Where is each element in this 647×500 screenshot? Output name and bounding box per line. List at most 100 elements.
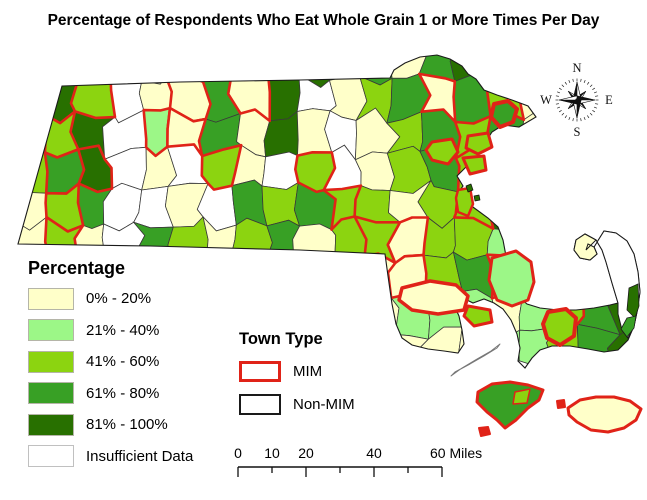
town-polygon [229, 55, 270, 81]
town-polygon [484, 55, 522, 82]
town-type-label: MIM [293, 362, 323, 380]
town-polygon [199, 55, 240, 83]
town-type-legend: Town Type MIM Non-MIM [239, 330, 355, 425]
compass-tick [586, 115, 590, 119]
legend-color-swatch [28, 287, 74, 310]
compass-tick [592, 109, 596, 113]
town-type-legend-heading: Town Type [239, 330, 323, 348]
provincetown-curl [573, 233, 598, 261]
harbor-island-2 [473, 194, 481, 202]
town-polygon [77, 55, 116, 82]
legend-class-label: 21% - 40% [86, 321, 160, 339]
compass-tick [580, 118, 582, 122]
town-polygon [607, 74, 640, 117]
percentage-legend-rows: 0% - 20% 21% - 40% 41% - 60% 61% - 80% 81% -… [28, 287, 193, 468]
legend-class-label: Insufficient Data [86, 447, 194, 465]
compass-tick [568, 80, 571, 84]
lynn-mim-blob [464, 131, 494, 156]
scale-label: 40 [366, 445, 382, 461]
legend-class-row: Insufficient Data [28, 445, 193, 468]
non-mim-swatch [239, 393, 281, 415]
se-coast-mim-bit [462, 304, 494, 328]
plymouth-mim-town [487, 249, 536, 308]
tuckernuck-red-dot [556, 399, 566, 409]
legend-class-label: 41% - 60% [86, 353, 160, 371]
scale-bar: 0 10 20 40 60 Miles [234, 445, 482, 477]
town-polygon [261, 55, 306, 80]
compass-tick [593, 91, 597, 94]
harbor-island-1 [465, 183, 474, 193]
town-polygon [138, 75, 173, 111]
town-type-legend-rows: MIM Non-MIM [239, 359, 355, 416]
town-polygon [516, 216, 557, 255]
town-type-row: MIM [239, 359, 355, 383]
legend-class-row: 0% - 20% [28, 287, 193, 310]
scale-label: 60 Miles [430, 445, 482, 461]
chatham-town [620, 315, 637, 338]
legend-color-swatch [28, 445, 74, 468]
town-polygon [292, 223, 337, 261]
town-polygon [576, 179, 620, 230]
town-polygon [329, 55, 361, 81]
legend-class-row: 81% - 100% [28, 413, 193, 436]
outer-cape-town [626, 283, 640, 319]
legend-class-label: 0% - 20% [86, 290, 152, 307]
mashpee-mim-blob [541, 307, 578, 347]
cambridge-mim-cluster [424, 137, 460, 166]
nantucket [566, 395, 643, 434]
town-polygon [266, 254, 302, 305]
compass-label-south: S [574, 125, 581, 139]
percentage-legend: Percentage 0% - 20% 21% - 40% 41% - 60% 61%… [28, 258, 193, 477]
scale-label: 0 [234, 445, 242, 461]
town-polygon [575, 55, 618, 85]
town-polygon [135, 55, 176, 85]
town-polygon [608, 108, 640, 153]
scale-label: 10 [264, 445, 280, 461]
compass-hub [575, 98, 579, 102]
town-polygon [515, 181, 557, 229]
legend-color-swatch [28, 319, 74, 342]
compass-tick [583, 80, 586, 84]
town-polygon [480, 143, 527, 189]
town-polygon [579, 109, 610, 157]
town-type-label: Non-MIM [293, 395, 355, 413]
marthas-vineyard-town [512, 388, 531, 405]
compass-tick [557, 91, 561, 94]
town-polygon [49, 55, 84, 82]
mim-town-polygon [142, 106, 172, 158]
town-polygon [548, 253, 590, 298]
compass-tick [561, 84, 565, 88]
town-polygon [261, 151, 299, 190]
compass-point-dark [558, 99, 578, 105]
town-polygon [455, 323, 492, 368]
gloucester-mim-blob [489, 99, 519, 129]
compass-tick [593, 106, 597, 109]
compass-tick [572, 118, 574, 122]
town-polygon [164, 55, 204, 83]
compass-tick [595, 95, 599, 97]
mim-town-polygon [200, 143, 243, 191]
compass-tick [583, 116, 586, 120]
town-polygon [326, 255, 367, 304]
elizabeth-islands [450, 343, 501, 377]
town-polygon [607, 181, 640, 230]
town-polygon [230, 217, 273, 266]
town-polygon [199, 327, 239, 368]
town-polygon [513, 151, 559, 194]
town-polygon [611, 55, 640, 85]
compass-tick [592, 87, 596, 91]
compass-tick [580, 78, 582, 82]
mim-town-polygon [69, 76, 117, 120]
compass-tick [589, 84, 593, 88]
new-bedford-mim-town [397, 279, 470, 316]
compass-point-dark [576, 95, 596, 101]
compass-tick [558, 109, 562, 113]
compass-point-dark [576, 99, 582, 119]
town-polygon [108, 55, 146, 82]
mim-swatch [239, 360, 281, 382]
town-polygon [608, 146, 640, 192]
legend-color-swatch [28, 350, 74, 373]
town-polygon [18, 77, 50, 123]
compass-tick [555, 95, 559, 97]
